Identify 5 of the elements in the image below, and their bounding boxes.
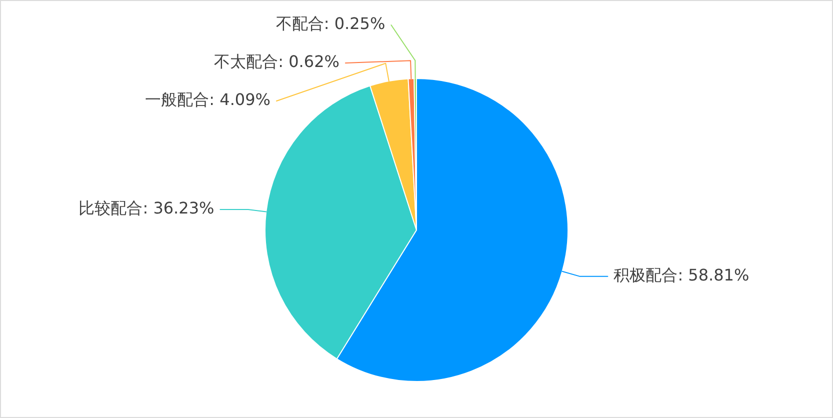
slice-label: 不太配合: 0.62% xyxy=(214,52,340,72)
slice-label: 一般配合: 4.09% xyxy=(145,90,270,110)
slice-label: 不配合: 0.25% xyxy=(276,14,386,34)
slice-label: 比较配合: 36.23% xyxy=(78,198,214,218)
slice-label: 积极配合: 58.81% xyxy=(614,265,750,284)
